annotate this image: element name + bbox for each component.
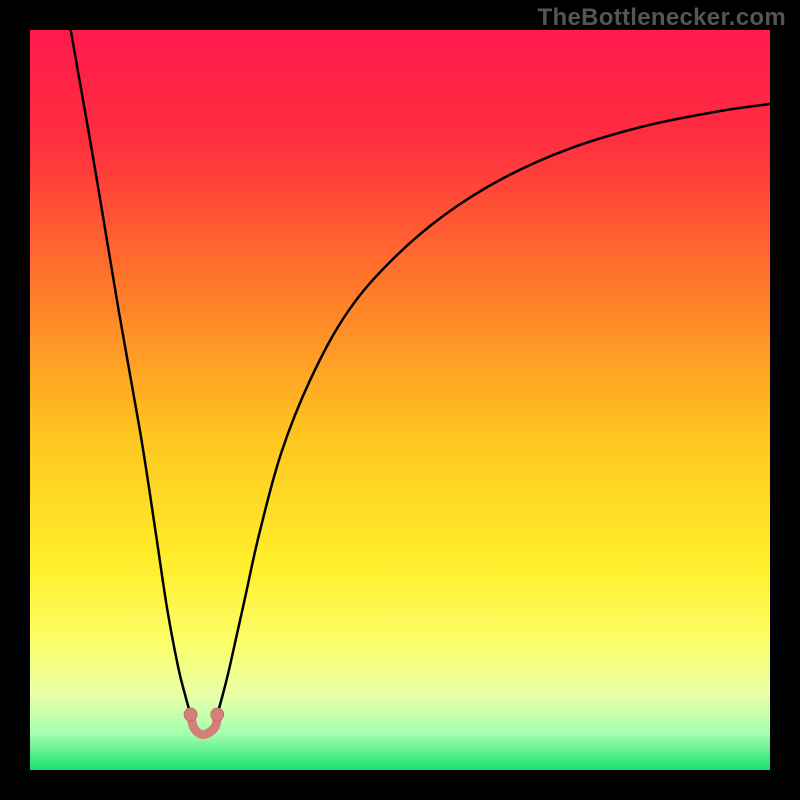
watermark-text: TheBottlenecker.com [538, 4, 786, 32]
valley-marker-1 [184, 708, 197, 721]
chart-svg [30, 30, 770, 770]
plot-area [30, 30, 770, 770]
valley-marker-2 [211, 708, 224, 721]
chart-canvas: TheBottlenecker.com [0, 0, 800, 800]
